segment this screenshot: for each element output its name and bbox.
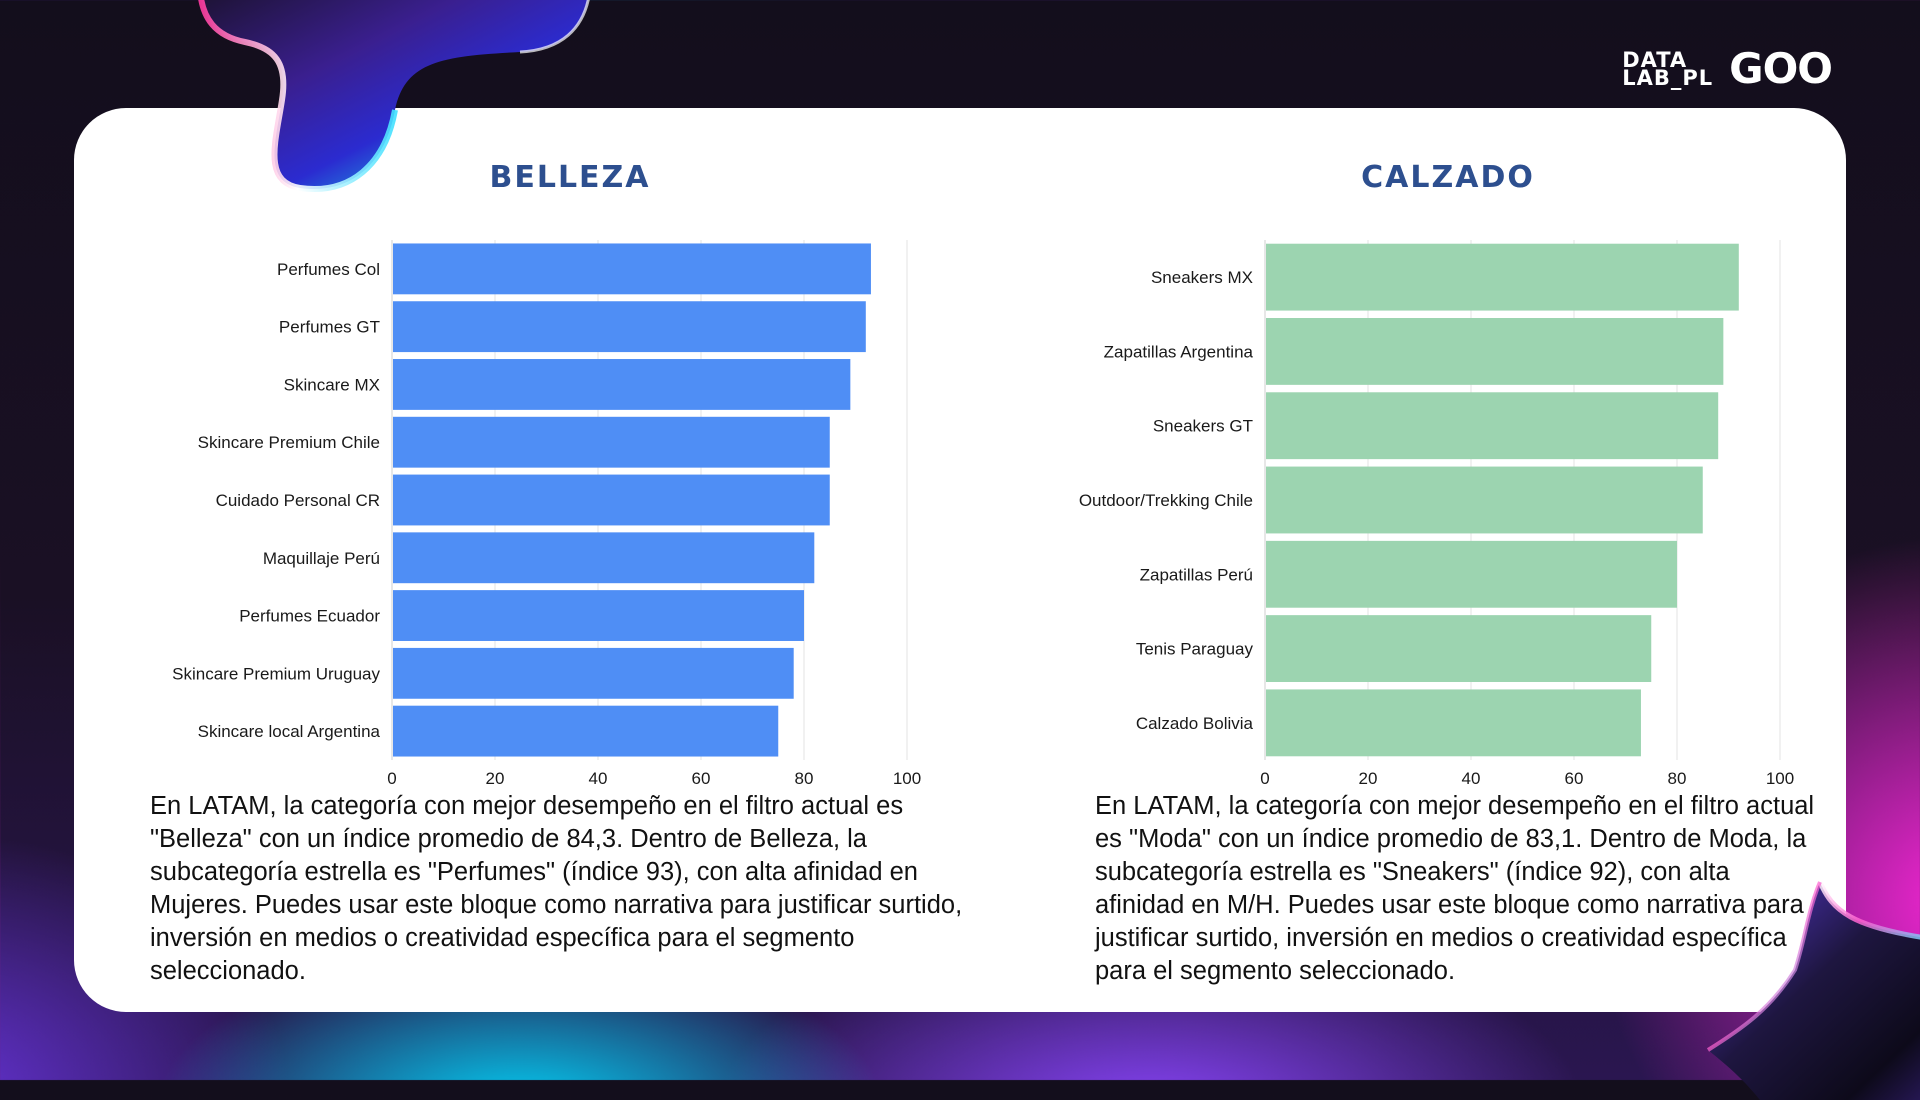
calzado-x-tick-label: 60 [1565, 769, 1584, 788]
belleza-x-tick-label: 0 [387, 769, 396, 788]
belleza-bar [393, 359, 851, 410]
datalab-logo-line2: LAB_PL [1622, 65, 1714, 90]
belleza-x-tick-label: 20 [486, 769, 505, 788]
belleza-category-label: Perfumes Col [277, 260, 380, 279]
calzado-category-label: Outdoor/Trekking Chile [1079, 491, 1253, 510]
belleza-title: BELLEZA [489, 160, 651, 195]
belleza-category-label: Maquillaje Perú [263, 549, 380, 568]
belleza-bar [393, 243, 871, 295]
belleza-x-tick-label: 80 [795, 769, 814, 788]
calzado-bar [1266, 318, 1724, 385]
belleza-bar [393, 590, 804, 641]
belleza-narrative: En LATAM, la categoría con mejor desempe… [150, 792, 963, 985]
belleza-bar-chart: 0 20 40 60 80 100 Perfumes Col Perfumes GT Skinc… [172, 240, 921, 788]
calzado-bar [1266, 243, 1739, 311]
belleza-bar [393, 416, 830, 468]
calzado-category-label: Zapatillas Argentina [1104, 342, 1254, 361]
datalab-logo-line1: DATA [1622, 47, 1688, 72]
calzado-x-tick-label: 100 [1766, 769, 1794, 788]
brand-logo: DATA LAB_PL GOO [1622, 44, 1833, 93]
datalab-logo: DATA LAB_PL [1622, 47, 1714, 90]
belleza-bar [393, 705, 779, 757]
belleza-bar [393, 301, 866, 353]
belleza-x-tick-label: 100 [893, 769, 921, 788]
belleza-bar [393, 647, 794, 699]
calzado-x-tick-label: 40 [1462, 769, 1481, 788]
belleza-category-label: Skincare local Argentina [198, 722, 381, 741]
belleza-category-label: Skincare Premium Chile [198, 433, 380, 452]
calzado-bar [1266, 540, 1677, 608]
calzado-x-tick-label: 0 [1260, 769, 1269, 788]
goo-logo: GOO [1729, 44, 1833, 93]
belleza-category-label: Skincare Premium Uruguay [172, 664, 380, 683]
calzado-x-tick-label: 80 [1668, 769, 1687, 788]
decorative-blob-shape [198, 0, 590, 192]
calzado-bar-chart: 0 20 40 60 80 100 Sneakers MX Zapatillas Argent… [1079, 240, 1794, 788]
belleza-category-label: Perfumes GT [279, 318, 380, 337]
calzado-narrative: En LATAM, la categoría con mejor desempe… [1095, 792, 1815, 985]
calzado-title: CALZADO [1361, 160, 1535, 195]
calzado-bar [1266, 615, 1652, 682]
calzado-category-label: Calzado Bolivia [1136, 714, 1254, 733]
calzado-category-label: Tenis Paraguay [1136, 640, 1254, 659]
belleza-category-label: Skincare MX [284, 375, 380, 394]
calzado-bar [1266, 392, 1719, 460]
belleza-x-tick-label: 60 [692, 769, 711, 788]
calzado-bar [1266, 466, 1703, 534]
calzado-category-label: Sneakers MX [1151, 268, 1253, 287]
belleza-bar [393, 474, 830, 526]
calzado-category-label: Sneakers GT [1153, 417, 1253, 436]
calzado-category-label: Zapatillas Perú [1140, 565, 1253, 584]
belleza-category-label: Cuidado Personal CR [216, 491, 380, 510]
belleza-x-tick-label: 40 [589, 769, 608, 788]
calzado-bar [1266, 689, 1641, 757]
belleza-bar [393, 532, 815, 584]
decorative-star-shape [1706, 881, 1920, 1100]
belleza-category-label: Perfumes Ecuador [239, 607, 380, 626]
calzado-x-tick-label: 20 [1359, 769, 1378, 788]
